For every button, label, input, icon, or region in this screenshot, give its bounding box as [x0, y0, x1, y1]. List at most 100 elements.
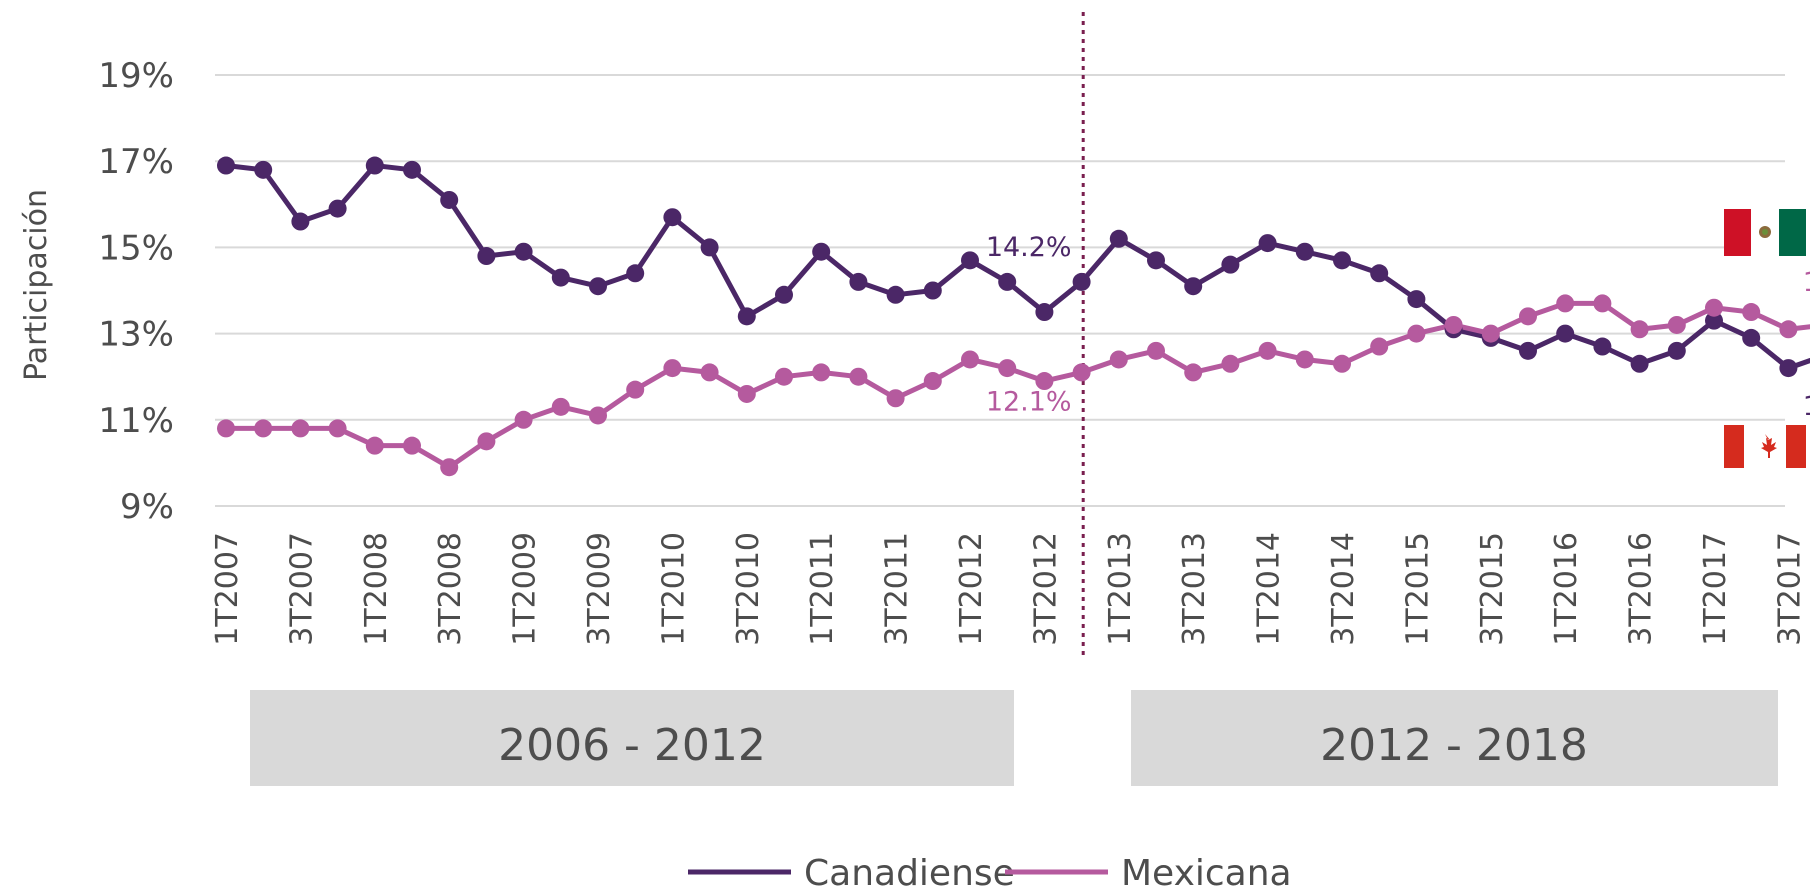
data-point-mexicana [849, 367, 868, 386]
y-tick-label: 9% [120, 487, 174, 527]
mexico-flag-icon [1724, 209, 1806, 256]
data-point-mexicana [1593, 294, 1612, 313]
gridlines [215, 74, 1785, 507]
data-point-mexicana [961, 350, 979, 369]
data-point-mexicana [1779, 320, 1798, 339]
data-point-canadiense [291, 212, 310, 231]
data-point-mexicana [663, 359, 682, 378]
y-tick-label: 17% [98, 142, 174, 182]
data-point-mexicana [1742, 303, 1761, 322]
data-labels: 14.2% 12.1% 13.2% 12.5% [986, 232, 1810, 422]
period-box-2: 2012 - 2018 [1131, 690, 1778, 786]
period-box-1-bg [250, 690, 1014, 786]
data-label: 12.1% [986, 386, 1072, 417]
legend-label-canadiense: Canadiense [804, 853, 1015, 894]
x-tick-label: 3T2008 [433, 532, 468, 646]
x-tick-label: 3T2016 [1624, 532, 1659, 646]
data-point-mexicana [1556, 294, 1575, 313]
x-tick-label: 1T2012 [954, 532, 989, 646]
data-point-mexicana [1109, 350, 1128, 369]
data-point-canadiense [849, 272, 868, 291]
data-point-canadiense [365, 156, 384, 175]
data-point-canadiense [514, 242, 533, 261]
data-point-mexicana [551, 397, 570, 416]
data-point-mexicana [1407, 324, 1426, 343]
data-point-mexicana [1444, 315, 1463, 334]
data-label: 14.2% [986, 232, 1072, 263]
data-point-mexicana [477, 432, 496, 451]
data-point-canadiense [217, 156, 235, 175]
data-point-canadiense [254, 160, 273, 179]
data-point-canadiense [1779, 359, 1798, 378]
data-point-canadiense [998, 272, 1017, 291]
x-axis-ticks: 1T2007 3T2007 1T2008 3T2008 1T2009 3T2009 1T20… [210, 532, 1807, 646]
data-point-canadiense [403, 160, 421, 179]
data-point-mexicana [1630, 320, 1649, 339]
data-point-mexicana [775, 367, 793, 386]
data-point-canadiense [1221, 255, 1240, 274]
data-point-canadiense [775, 285, 793, 304]
x-tick-label: 3T2014 [1326, 532, 1361, 646]
data-point-mexicana [217, 419, 235, 438]
data-point-canadiense [440, 190, 459, 209]
data-point-mexicana [1519, 307, 1537, 326]
data-point-mexicana [886, 389, 905, 408]
data-point-canadiense [328, 199, 347, 218]
data-point-canadiense [1184, 277, 1203, 296]
data-point-mexicana [1258, 341, 1277, 360]
legend-label-mexicana: Mexicana [1121, 853, 1292, 894]
data-point-mexicana [1333, 354, 1351, 373]
data-point-mexicana [291, 419, 310, 438]
x-tick-label: 1T2007 [210, 532, 245, 646]
period-label-1: 2006 - 2012 [498, 720, 766, 771]
data-point-mexicana [254, 419, 273, 438]
data-point-canadiense [1072, 272, 1091, 291]
x-tick-label: 3T2010 [731, 532, 766, 646]
x-tick-label: 1T2016 [1549, 532, 1584, 646]
data-point-mexicana [1184, 363, 1203, 382]
data-point-canadiense [1742, 328, 1761, 347]
y-tick-label: 11% [98, 401, 174, 441]
data-point-canadiense [961, 251, 979, 270]
x-tick-label: 3T2013 [1177, 532, 1212, 646]
y-tick-label: 19% [98, 56, 174, 96]
x-tick-label: 1T2011 [805, 532, 840, 646]
data-point-mexicana [1705, 298, 1723, 317]
data-point-canadiense [589, 277, 607, 296]
data-point-mexicana [589, 406, 607, 425]
data-label: 12.5% [1803, 391, 1810, 422]
series-lines [225, 163, 1810, 470]
x-tick-label: 1T2010 [656, 532, 691, 646]
period-box-2-bg [1131, 690, 1778, 786]
data-point-mexicana [1667, 315, 1686, 334]
data-point-canadiense [737, 307, 756, 326]
data-point-canadiense [551, 268, 570, 287]
x-tick-label: 1T2013 [1103, 532, 1138, 646]
data-point-canadiense [1667, 341, 1686, 360]
data-point-canadiense [1109, 229, 1128, 248]
data-point-canadiense [1370, 264, 1389, 283]
data-point-mexicana [998, 359, 1017, 378]
data-point-canadiense [1295, 242, 1314, 261]
x-tick-label: 1T2014 [1252, 532, 1287, 646]
data-point-mexicana [403, 436, 421, 455]
y-axis-label: Participación [19, 189, 54, 381]
x-tick-label: 3T2015 [1475, 532, 1510, 646]
data-point-canadiense [1258, 234, 1277, 253]
x-tick-label: 3T2017 [1772, 532, 1807, 646]
data-point-mexicana [626, 380, 645, 399]
data-point-canadiense [1630, 354, 1649, 373]
x-tick-label: 1T2017 [1698, 532, 1733, 646]
data-point-mexicana [700, 363, 719, 382]
x-tick-label: 1T2009 [508, 532, 543, 646]
data-point-mexicana [1370, 337, 1389, 356]
data-point-canadiense [477, 247, 496, 266]
data-point-canadiense [1705, 311, 1723, 330]
data-point-canadiense [1593, 337, 1612, 356]
data-point-mexicana [328, 419, 347, 438]
data-point-canadiense [1519, 341, 1537, 360]
data-point-mexicana [1295, 350, 1314, 369]
y-axis-ticks: 9% 11% 13% 15% 17% 19% [98, 56, 174, 527]
